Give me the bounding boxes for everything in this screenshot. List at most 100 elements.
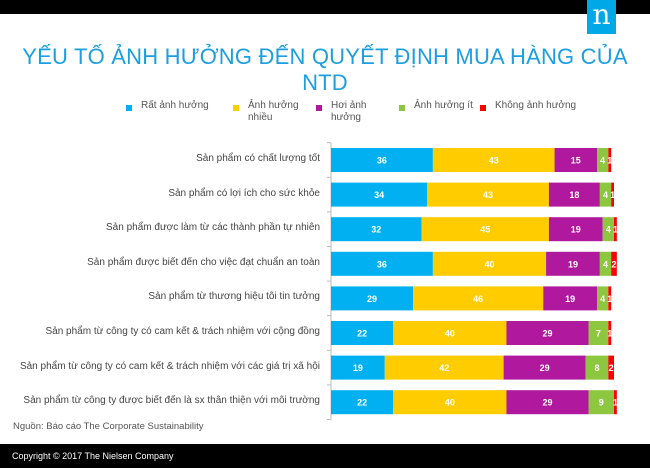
bar-segment xyxy=(331,251,433,276)
data-label: 8 xyxy=(595,363,600,373)
legend-swatch xyxy=(233,105,239,111)
data-label: 29 xyxy=(540,363,550,373)
legend-item-1: Rất ảnh hưởng xyxy=(126,100,209,112)
data-label: 36 xyxy=(377,259,387,269)
category-label: Sản phẩm có chất lượng tốt xyxy=(196,153,320,164)
bar-segment xyxy=(554,148,598,172)
data-label: 9 xyxy=(599,398,604,408)
bar-segment xyxy=(331,355,385,380)
data-label: 29 xyxy=(367,294,377,304)
data-label: 40 xyxy=(484,259,494,269)
bar-segment xyxy=(413,286,544,311)
category-label: Sản phẩm được làm từ các thành phần tự n… xyxy=(106,222,320,234)
bar-segment xyxy=(588,321,609,345)
legend-label: Hơi ảnh hưởng xyxy=(331,100,367,123)
data-label: 46 xyxy=(473,294,483,304)
bar-segment xyxy=(331,390,394,415)
bar-segment xyxy=(331,182,428,207)
bar-segment xyxy=(611,251,617,276)
bar-segment xyxy=(427,182,549,207)
data-label: 22 xyxy=(357,329,367,339)
data-label: 19 xyxy=(353,363,363,373)
bar-segment xyxy=(608,148,612,172)
data-label: 18 xyxy=(569,190,579,200)
data-label: 34 xyxy=(374,190,384,200)
category-label: Sản phẩm từ công ty được biết đến là sx … xyxy=(23,395,320,407)
source-note: Nguồn: Báo cáo The Corporate Sustainabil… xyxy=(13,421,204,432)
legend-label: Rất ảnh hưởng xyxy=(141,100,209,111)
legend-label: Ảnh hưởng ít xyxy=(414,100,473,111)
legend-swatch xyxy=(399,105,405,111)
legend-label: Không ảnh hưởng xyxy=(495,100,577,111)
bar-segment xyxy=(614,217,617,242)
bar-segment xyxy=(588,390,614,415)
data-label: 45 xyxy=(480,225,490,235)
bar-segment xyxy=(543,286,598,311)
bar-segment xyxy=(331,321,394,345)
data-label: 2 xyxy=(611,259,616,269)
category-label: Sản phẩm từ thương hiệu tôi tin tưởng xyxy=(148,291,320,303)
data-label: 1 xyxy=(607,156,612,166)
bar-segment xyxy=(599,251,612,276)
bar-segment xyxy=(548,217,603,242)
data-label: 1 xyxy=(610,190,615,200)
nielsen-logo: n xyxy=(587,0,616,34)
bar-segment xyxy=(393,390,507,415)
data-label: 19 xyxy=(571,225,581,235)
legend-swatch xyxy=(480,105,486,111)
data-label: 4 xyxy=(600,156,605,166)
bar-segment xyxy=(546,251,600,276)
legend-item-4: Ảnh hưởng ít xyxy=(399,100,473,112)
data-label: 36 xyxy=(377,156,387,166)
data-label: 7 xyxy=(596,329,601,339)
bar-segment xyxy=(611,182,614,207)
data-label: 4 xyxy=(603,259,608,269)
legend-item-5: Không ảnh hưởng xyxy=(480,100,576,112)
category-label: Sản phẩm từ công ty có cam kết & trách n… xyxy=(45,326,320,337)
bar-segment xyxy=(597,286,609,311)
bar-segment xyxy=(597,148,609,172)
footer-copyright: Copyright © 2017 The Nielsen Company xyxy=(0,444,650,468)
bar-segment xyxy=(585,355,609,380)
data-label: 1 xyxy=(613,398,618,408)
data-label: 43 xyxy=(483,190,493,200)
data-label: 1 xyxy=(613,225,618,235)
bar-segment xyxy=(331,148,433,172)
data-label: 15 xyxy=(571,156,581,166)
data-label: 19 xyxy=(565,294,575,304)
bar-segment xyxy=(331,286,414,311)
bar-segment xyxy=(608,321,612,345)
bar-segment xyxy=(506,390,589,415)
data-label: 29 xyxy=(542,329,552,339)
bar-segment xyxy=(506,321,589,345)
data-label: 2 xyxy=(609,363,614,373)
legend-item-3: Hơi ảnh hưởng xyxy=(316,100,366,124)
data-label: 4 xyxy=(606,225,611,235)
legend-label: Ảnh hưởng nhiều xyxy=(248,100,299,123)
data-label: 29 xyxy=(542,398,552,408)
page-title: YẾU TỐ ẢNH HƯỞNG ĐẾN QUYẾT ĐỊNH MUA HÀNG… xyxy=(22,44,628,95)
bar-segment xyxy=(432,148,555,172)
legend-swatch xyxy=(316,105,322,111)
bar-segment xyxy=(331,217,422,242)
bar-segment xyxy=(393,321,507,345)
bar-segment xyxy=(503,355,586,380)
bar-segment xyxy=(421,217,549,242)
bar-segment xyxy=(614,390,617,415)
bar-segment xyxy=(432,251,547,276)
legend-item-2: Ảnh hưởng nhiều xyxy=(233,100,299,124)
bar-segment xyxy=(602,217,614,242)
category-label: Sản phẩm từ công ty có cam kết & trách n… xyxy=(19,360,320,372)
category-label: Sản phẩm có lợi ích cho sức khỏe xyxy=(168,187,320,199)
bar-segment xyxy=(608,355,614,380)
data-label: 43 xyxy=(489,156,499,166)
data-label: 1 xyxy=(607,294,612,304)
top-bar xyxy=(0,0,650,14)
bar-segment xyxy=(384,355,504,380)
data-label: 4 xyxy=(600,294,605,304)
data-label: 19 xyxy=(568,259,578,269)
bar-segment xyxy=(599,182,612,207)
data-label: 32 xyxy=(371,225,381,235)
data-label: 40 xyxy=(445,329,455,339)
